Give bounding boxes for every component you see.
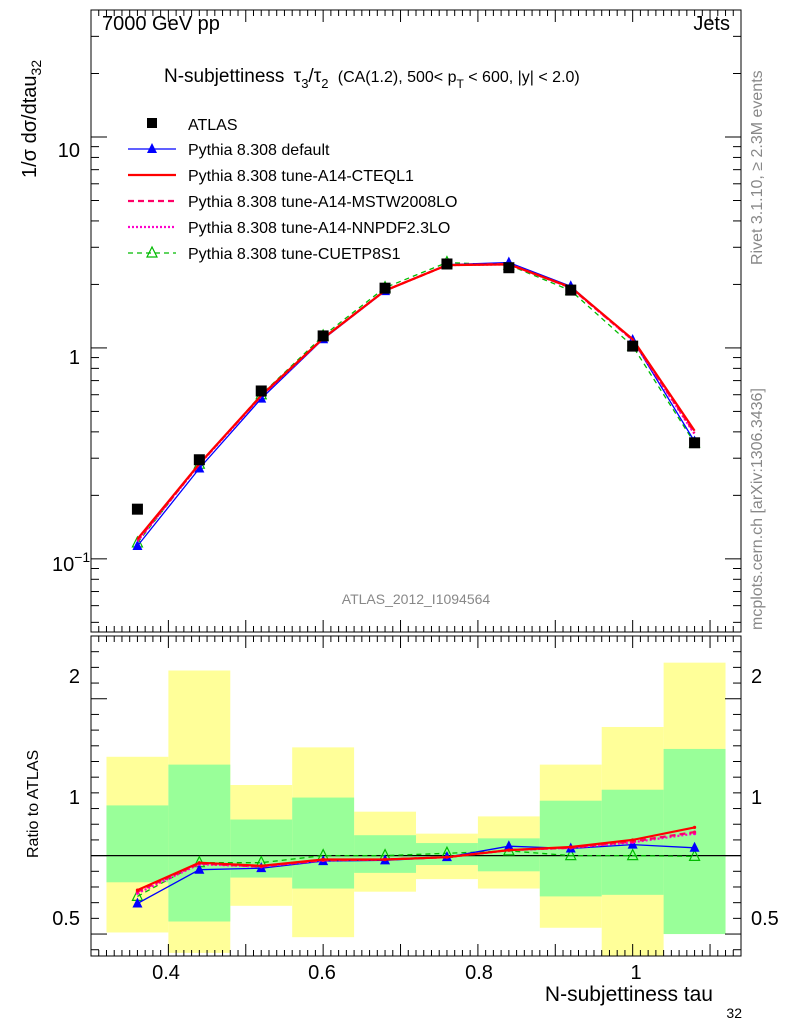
ratio-point-cteql1 bbox=[383, 857, 387, 862]
data-point-atlas bbox=[379, 282, 391, 294]
ratio-tick-label-2: 2 bbox=[69, 666, 80, 688]
x-tick-label-0.4: 0.4 bbox=[152, 962, 180, 984]
legend-label-default: Pythia 8.308 default bbox=[188, 142, 330, 159]
inner-band-bin bbox=[663, 748, 726, 935]
y-tick-label-0.1: 10−1 bbox=[52, 549, 90, 576]
collision-label: 7000 GeV pp bbox=[102, 13, 220, 35]
ratio-point-cteql1 bbox=[692, 825, 697, 829]
data-point-atlas bbox=[689, 437, 701, 449]
inner-band-bin bbox=[168, 764, 231, 922]
legend-label-cuetp8s1: Pythia 8.308 tune-CUETP8S1 bbox=[188, 246, 401, 263]
y-tick-label-1: 1 bbox=[69, 347, 80, 369]
legend-item-mstw: Pythia 8.308 tune-A14-MSTW2008LO bbox=[128, 194, 457, 211]
ratio-point-cteql1 bbox=[569, 845, 573, 849]
legend-label-cteql1: Pythia 8.308 tune-A14-CTEQL1 bbox=[188, 168, 414, 185]
ratio-uncertainty-bands bbox=[106, 662, 726, 956]
analysis-id-label: ATLAS_2012_I1094564 bbox=[342, 591, 491, 607]
axes bbox=[90, 9, 742, 957]
series-line-cuetp8s1 bbox=[136, 261, 696, 544]
x-tick-label-1: 1 bbox=[630, 962, 641, 984]
legend-marker-default bbox=[147, 143, 157, 153]
data-point-atlas bbox=[565, 284, 577, 296]
ratio-axis-label: Ratio to ATLAS bbox=[25, 750, 42, 858]
data-point-atlas bbox=[255, 385, 267, 397]
series-line-nnpdf bbox=[136, 263, 696, 543]
marker-default bbox=[132, 540, 143, 551]
ratio-tick-label-1: 1 bbox=[69, 787, 80, 809]
ratio-point-cteql1 bbox=[197, 861, 201, 865]
legend-item-atlas: ATLAS bbox=[147, 117, 238, 134]
legend: ATLAS Pythia 8.308 default Pythia 8.308 … bbox=[128, 117, 457, 263]
ratio-line-cuetp8s1 bbox=[137, 850, 695, 897]
x-tick-label-0.8: 0.8 bbox=[465, 962, 493, 984]
legend-item-default: Pythia 8.308 default bbox=[128, 142, 330, 159]
legend-label-mstw: Pythia 8.308 tune-A14-MSTW2008LO bbox=[188, 194, 457, 211]
ratio-tick-label-2-right: 2 bbox=[751, 666, 762, 688]
legend-label-nnpdf: Pythia 8.308 tune-A14-NNPDF2.3LO bbox=[188, 220, 450, 237]
series-line-mstw bbox=[136, 262, 696, 542]
y-axis-label: 1/σ dσ/dtau32 bbox=[19, 60, 44, 178]
category-label: Jets bbox=[693, 13, 730, 35]
main-plot-marks bbox=[131, 255, 701, 551]
data-point-atlas bbox=[441, 258, 453, 270]
ratio-point-cteql1 bbox=[507, 848, 511, 852]
inner-band-bin bbox=[292, 797, 355, 889]
ratio-marker-default bbox=[132, 897, 143, 908]
ratio-marker-cuetp8s1 bbox=[626, 848, 639, 861]
y-tick-label-10: 10 bbox=[58, 140, 80, 162]
legend-marker-cuetp8s1 bbox=[146, 245, 158, 258]
legend-item-cuetp8s1: Pythia 8.308 tune-CUETP8S1 bbox=[128, 245, 401, 263]
ratio-marker-cuetp8s1 bbox=[564, 848, 577, 861]
data-point-atlas bbox=[627, 340, 639, 352]
legend-item-cteql1: Pythia 8.308 tune-A14-CTEQL1 bbox=[128, 168, 414, 185]
main-plot-frame bbox=[90, 9, 742, 633]
x-axis-label: N-subjettiness tau bbox=[545, 983, 713, 1006]
ratio-point-mstw bbox=[692, 830, 697, 834]
ratio-line-cteql1 bbox=[136, 826, 695, 892]
ratio-plot-marks bbox=[91, 825, 741, 908]
x-tick-label-0.6: 0.6 bbox=[308, 962, 336, 984]
mcplots-label: mcplots.cern.ch [arXiv:1306.3436] bbox=[749, 388, 766, 630]
legend-item-nnpdf: Pythia 8.308 tune-A14-NNPDF2.3LO bbox=[128, 220, 450, 237]
series-line-cteql1 bbox=[136, 263, 696, 540]
marker-default bbox=[194, 462, 205, 473]
ratio-point-cteql1 bbox=[135, 888, 140, 892]
x-axis-label-subscript: 32 bbox=[726, 1005, 742, 1021]
ratio-marker-default bbox=[503, 840, 514, 851]
inner-band-bin bbox=[106, 805, 169, 883]
rivet-version-label: Rivet 3.1.10, ≥ 2.3M events bbox=[749, 70, 766, 265]
plot-title: N-subjettiness τ3/τ2 (CA(1.2), 500< pT <… bbox=[164, 66, 580, 93]
ratio-tick-label-1-right: 1 bbox=[751, 787, 762, 809]
legend-label-atlas: ATLAS bbox=[188, 117, 238, 134]
ratio-point-cteql1 bbox=[321, 857, 325, 862]
ratio-marker-default bbox=[194, 863, 205, 874]
series-line-default bbox=[136, 261, 696, 547]
data-point-atlas bbox=[193, 454, 205, 466]
ratio-point-cteql1 bbox=[631, 838, 635, 842]
inner-band-bin bbox=[354, 835, 416, 873]
data-point-atlas bbox=[131, 503, 143, 515]
ratio-point-cteql1 bbox=[445, 855, 449, 859]
ratio-tick-label-0.5: 0.5 bbox=[52, 908, 80, 930]
ratio-point-cteql1 bbox=[259, 864, 263, 868]
legend-marker-atlas bbox=[147, 118, 157, 128]
ratio-tick-label-0.5-right: 0.5 bbox=[751, 908, 779, 930]
ratio-marker-default bbox=[689, 841, 700, 852]
data-point-atlas bbox=[317, 330, 329, 342]
ratio-marker-cuetp8s1 bbox=[688, 849, 701, 861]
data-point-atlas bbox=[503, 262, 515, 274]
